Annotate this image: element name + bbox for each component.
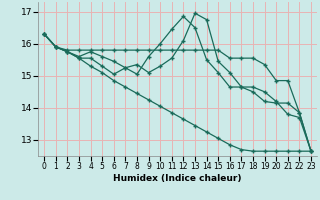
X-axis label: Humidex (Indice chaleur): Humidex (Indice chaleur) — [113, 174, 242, 183]
